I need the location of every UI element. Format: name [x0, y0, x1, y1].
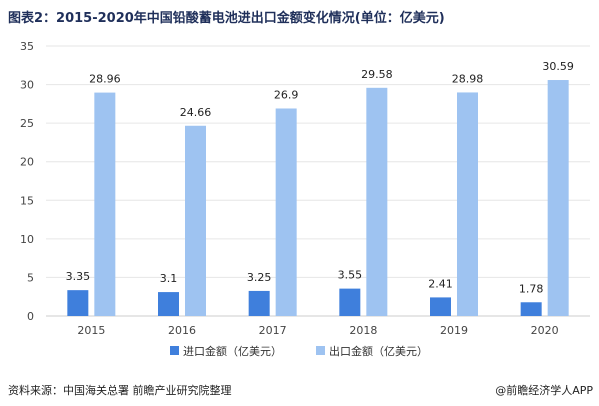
- bar-import: [248, 290, 270, 316]
- data-label-import: 3.35: [66, 270, 91, 283]
- y-tick-label: 5: [27, 271, 34, 284]
- data-label-import: 3.55: [338, 269, 363, 282]
- bar-export: [547, 80, 569, 317]
- x-tick-label: 2016: [168, 324, 196, 337]
- y-tick-label: 15: [20, 194, 34, 207]
- bar-export: [457, 92, 478, 316]
- bar-export: [275, 108, 297, 316]
- y-tick-label: 10: [20, 233, 34, 246]
- x-tick-label: 2017: [259, 324, 287, 337]
- source-note: 资料来源：中国海关总署 前瞻产业研究院整理: [8, 384, 232, 397]
- bar-import: [520, 302, 542, 316]
- y-tick-label: 35: [20, 40, 34, 53]
- legend-label-import: 进口金额（亿美元）: [183, 344, 282, 358]
- data-label-import: 3.1: [160, 272, 178, 285]
- bar-import: [430, 297, 451, 316]
- data-label-import: 3.25: [247, 271, 272, 284]
- brand-credit: @前瞻经济学人APP: [495, 384, 593, 397]
- y-tick-label: 20: [20, 156, 34, 169]
- bar-import: [67, 290, 89, 316]
- x-tick-label: 2015: [77, 324, 105, 337]
- bar-import: [158, 292, 179, 316]
- legend-swatch-import: [170, 346, 179, 355]
- data-label-export: 28.96: [89, 73, 121, 86]
- bar-export: [185, 125, 206, 316]
- y-tick-label: 30: [20, 79, 34, 92]
- data-label-export: 29.58: [361, 68, 393, 81]
- data-label-export: 28.98: [452, 72, 484, 85]
- x-tick-label: 2018: [349, 324, 377, 337]
- chart-title: 图表2：2015-2020年中国铅酸蓄电池进出口金额变化情况(单位：亿美元): [8, 11, 445, 26]
- data-label-export: 24.66: [180, 106, 212, 119]
- data-label-import: 2.41: [428, 277, 453, 290]
- bar-export: [94, 92, 116, 316]
- y-tick-label: 25: [20, 117, 34, 130]
- data-label-import: 1.78: [519, 282, 544, 295]
- data-label-export: 26.9: [274, 88, 299, 101]
- x-tick-label: 2020: [531, 324, 559, 337]
- bar-import: [339, 288, 361, 316]
- data-label-export: 30.59: [542, 60, 574, 73]
- bar-export: [366, 87, 388, 316]
- x-tick-label: 2019: [440, 324, 468, 337]
- y-tick-label: 0: [27, 310, 34, 323]
- legend-swatch-export: [316, 346, 325, 355]
- legend-label-export: 出口金额（亿美元）: [329, 344, 428, 358]
